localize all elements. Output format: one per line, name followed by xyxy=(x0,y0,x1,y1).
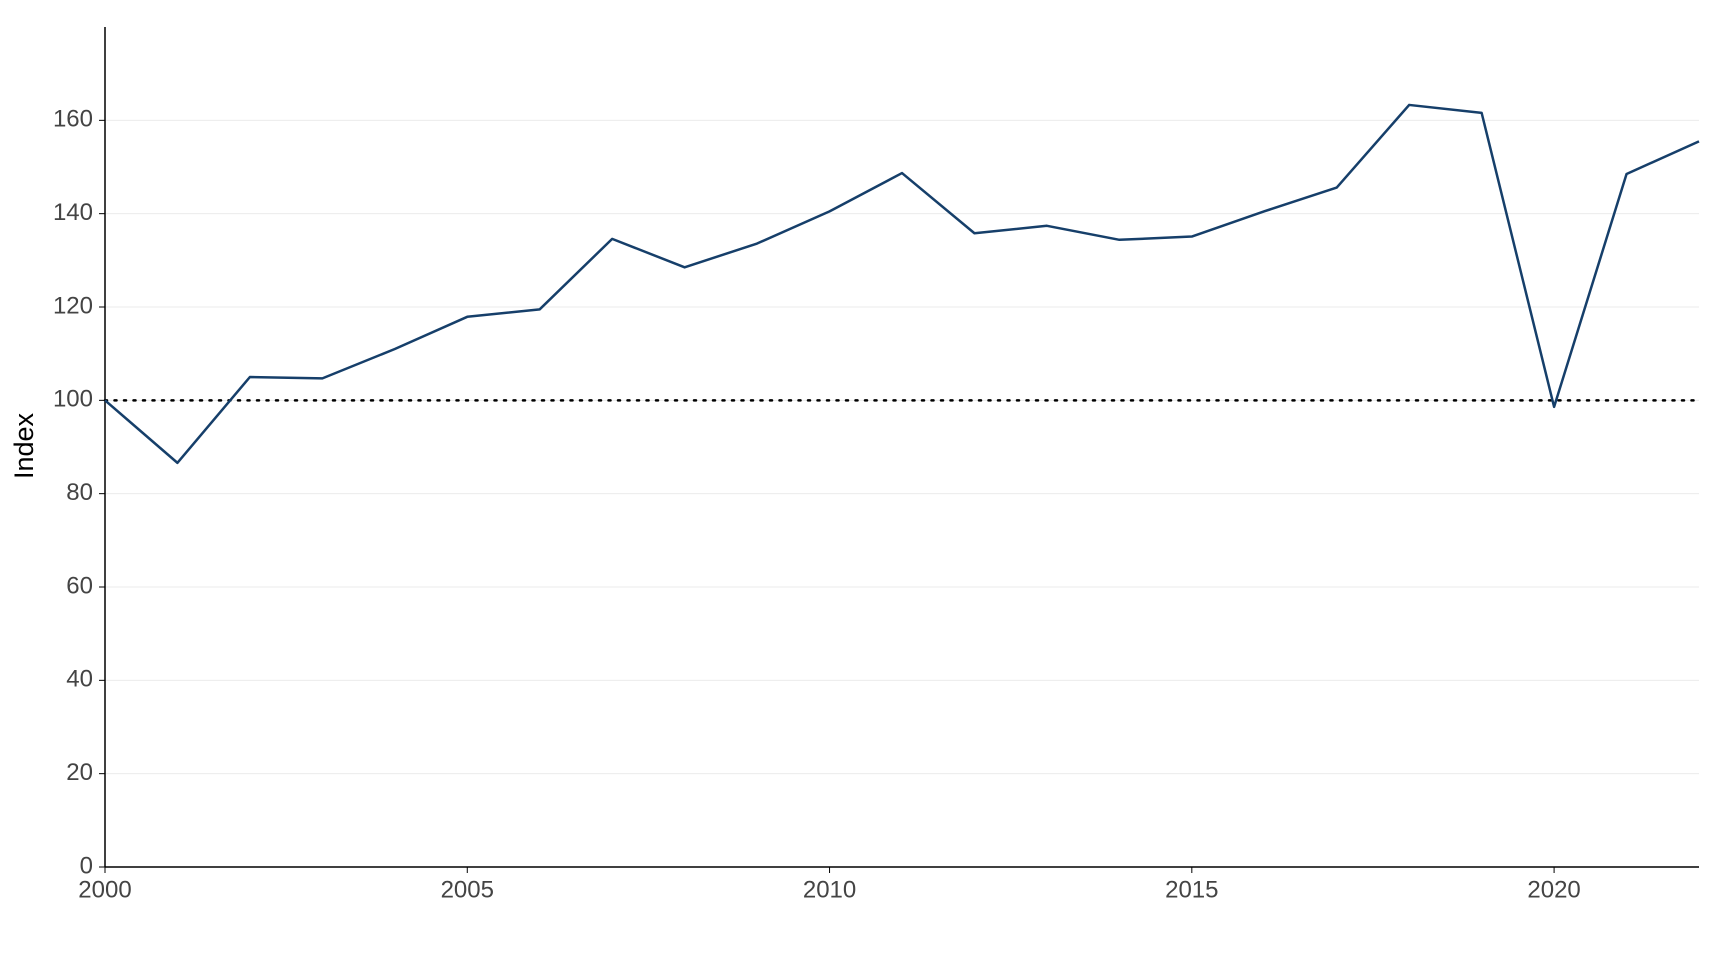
data-line xyxy=(104,103,1700,465)
y-tick-label: 100 xyxy=(53,386,93,413)
x-tick-label: 2005 xyxy=(441,876,494,903)
y-tick-label: 40 xyxy=(66,666,93,693)
y-tick-label: 160 xyxy=(53,106,93,133)
y-tick-label: 120 xyxy=(53,292,93,319)
x-tick-label: 2000 xyxy=(78,876,131,903)
x-tick-label: 2015 xyxy=(1165,876,1218,903)
y-tick-label: 0 xyxy=(80,852,93,879)
y-tick-label: 80 xyxy=(66,479,93,506)
y-axis-label: Index xyxy=(9,412,39,479)
y-tick-label: 20 xyxy=(66,759,93,786)
y-tick-label: 60 xyxy=(66,572,93,599)
x-tick-label: 2020 xyxy=(1527,876,1580,903)
y-tick-label: 140 xyxy=(53,199,93,226)
x-tick-label: 2010 xyxy=(803,876,856,903)
